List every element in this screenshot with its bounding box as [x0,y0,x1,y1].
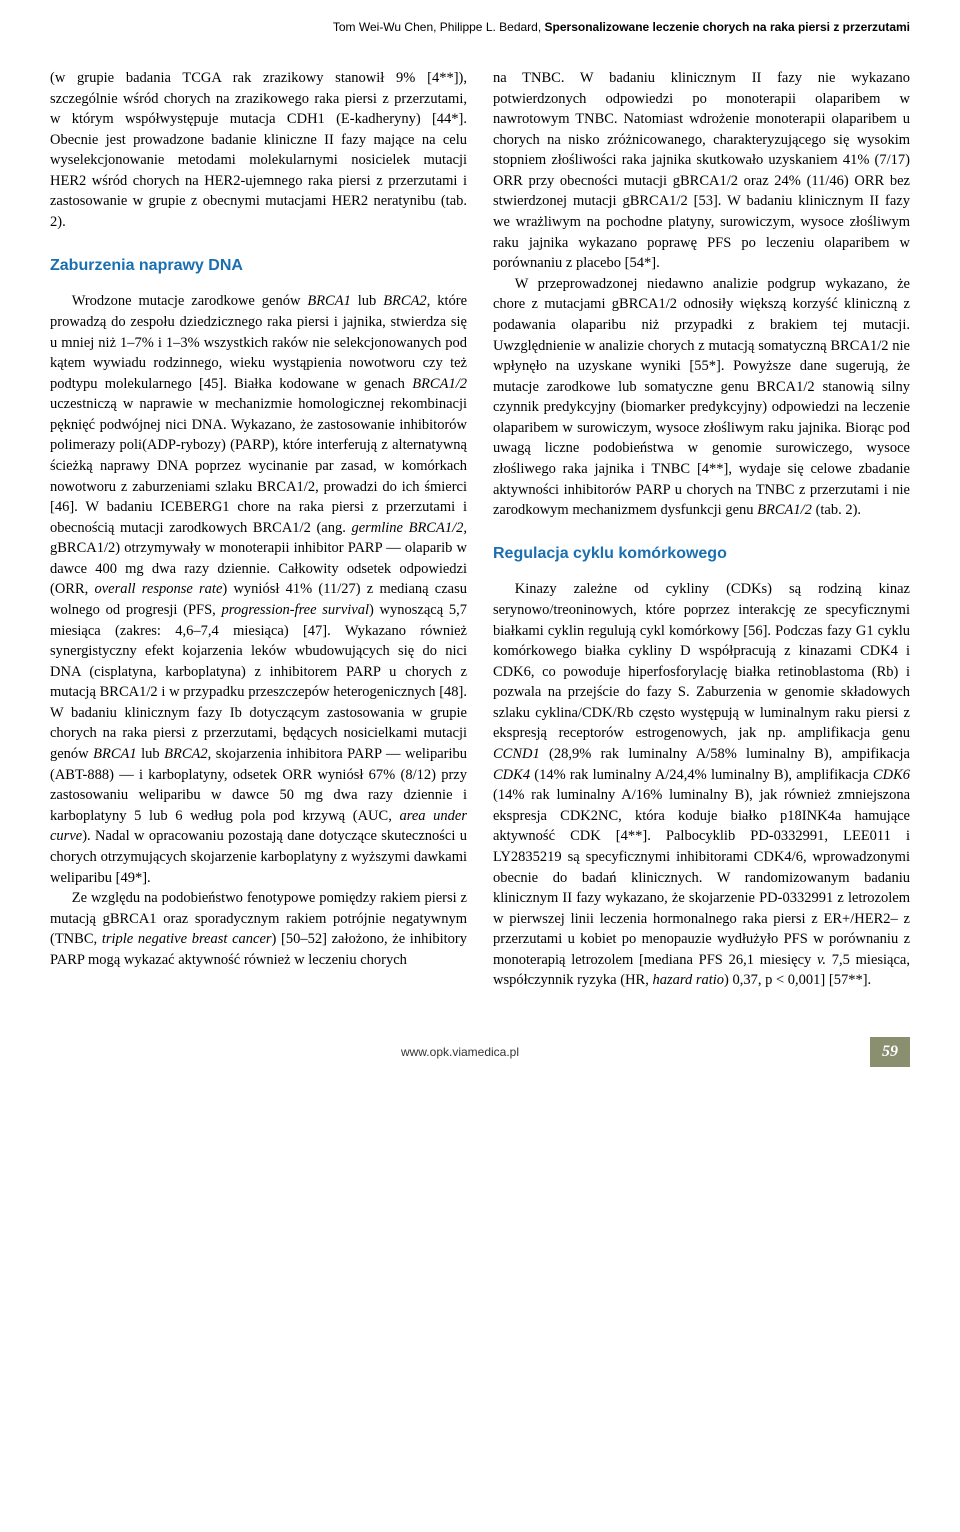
term-italic: germline BRCA1/2, [351,520,467,536]
body-paragraph: Wrodzone mutacje zarodkowe genów BRCA1 l… [50,291,467,888]
term-italic: overall response rate [95,581,223,597]
text-run: W przeprowadzonej niedawno analizie podg… [493,276,910,518]
continuation-paragraph: na TNBC. W badaniu klinicznym II fazy ni… [493,68,910,274]
gene-name: CDK4 [493,767,530,783]
text-run: Kinazy zależne od cykliny (CDKs) są rodz… [493,581,910,741]
gene-name: BRCA2 [164,746,208,762]
page-footer: www.opk.viamedica.pl 59 [50,1031,910,1067]
text-run: (14% rak luminalny A/16% luminalny B), j… [493,787,910,968]
section-heading-cell-cycle: Regulacja cyklu komórkowego [493,543,910,566]
gene-name: BRCA1 [93,746,137,762]
text-run: lub [351,293,383,309]
body-paragraph: Kinazy zależne od cykliny (CDKs) są rodz… [493,579,910,991]
text-run: uczestniczą w naprawie w mechanizmie hom… [50,396,467,535]
left-column: (w grupie badania TCGA rak zrazikowy sta… [50,68,467,991]
term-italic: progression-free survival [222,602,369,618]
text-run: ) wynoszącą 5,7 miesiąca (zakres: 4,6–7,… [50,602,467,762]
gene-name: BRCA1/2 [757,502,812,518]
text-run: (28,9% rak luminalny A/58% luminalny B),… [540,746,910,762]
running-header: Tom Wei-Wu Chen, Philippe L. Bedard, Spe… [50,20,910,38]
continuation-paragraph: (w grupie badania TCGA rak zrazikowy sta… [50,68,467,233]
term-italic: v. [817,952,826,968]
text-run: Wrodzone mutacje zarodkowe genów [72,293,308,309]
text-run: lub [137,746,165,762]
body-paragraph: W przeprowadzonej niedawno analizie podg… [493,274,910,521]
term-italic: hazard ratio [652,972,724,988]
text-run: ). Nadal w opracowaniu pozostają dane do… [50,828,467,885]
page-container: Tom Wei-Wu Chen, Philippe L. Bedard, Spe… [0,0,960,1087]
right-column: na TNBC. W badaniu klinicznym II fazy ni… [493,68,910,991]
text-run: (14% rak luminalny A/24,4% luminalny B),… [530,767,873,783]
gene-name: BRCA1/2 [412,376,467,392]
header-authors: Tom Wei-Wu Chen, Philippe L. Bedard, [333,20,541,34]
gene-name: BRCA2 [383,293,427,309]
gene-name: CDK6 [873,767,910,783]
text-run: (tab. 2). [812,502,861,518]
gene-name: CCND1 [493,746,540,762]
footer-url: www.opk.viamedica.pl [50,1045,870,1059]
body-paragraph: Ze względu na podobieństwo fenotypowe po… [50,888,467,970]
section-heading-dna-repair: Zaburzenia naprawy DNA [50,255,467,278]
text-run: ) 0,37, p < 0,001] [57**]. [724,972,871,988]
gene-name: BRCA1 [307,293,351,309]
header-article-title: Spersonalizowane leczenie chorych na rak… [545,20,910,34]
term-italic: triple negative breast cancer [102,931,272,947]
two-column-layout: (w grupie badania TCGA rak zrazikowy sta… [50,68,910,991]
page-number-badge: 59 [870,1037,910,1067]
